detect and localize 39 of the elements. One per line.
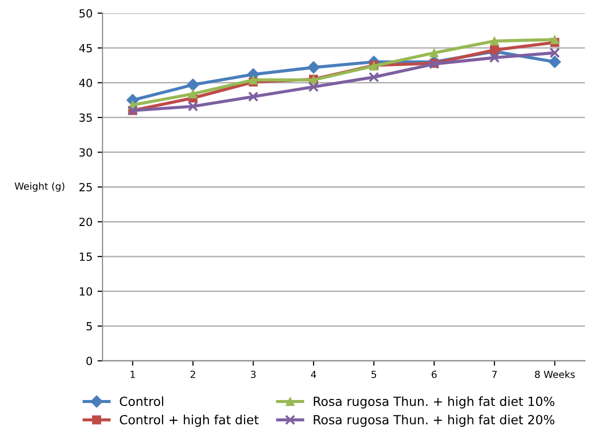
point xyxy=(188,89,198,98)
legend-label: Rosa rugosa Thun. + high fat diet 20% xyxy=(314,414,554,427)
point xyxy=(490,46,499,55)
legend-label: Control + high fat diet xyxy=(120,414,259,427)
x-tick-label: 2 xyxy=(190,370,196,378)
point xyxy=(307,61,320,74)
legend-label: Rosa rugosa Thun. + high fat diet 10% xyxy=(314,396,554,408)
point xyxy=(308,82,319,92)
legend-label: Control xyxy=(120,396,164,406)
y-tick-label: 40 xyxy=(79,78,92,88)
x-tick-label: 1 xyxy=(130,370,135,378)
x-tick-label: 8 Weeks xyxy=(534,370,575,378)
x-tick-label: 4 xyxy=(310,370,316,378)
point xyxy=(489,52,500,63)
y-tick-label: 15 xyxy=(80,252,92,261)
point xyxy=(430,48,439,58)
y-axis-title: Weight (g) xyxy=(14,182,64,192)
point xyxy=(550,48,560,58)
point xyxy=(548,56,561,68)
y-tick-label: 5 xyxy=(86,322,92,330)
y-tick-label: 10 xyxy=(80,287,92,296)
point xyxy=(248,91,258,102)
x-tick-label: 6 xyxy=(432,370,437,378)
y-tick-label: 45 xyxy=(79,44,92,52)
x-tick-label: 3 xyxy=(250,370,256,378)
y-tick-label: 35 xyxy=(79,113,92,122)
x-tick-label: 5 xyxy=(372,370,376,378)
x-tick-label: 7 xyxy=(492,370,497,378)
point xyxy=(550,35,560,44)
y-tick-label: 0 xyxy=(86,356,92,366)
point xyxy=(186,78,200,92)
point xyxy=(490,36,499,46)
point xyxy=(248,75,258,84)
y-tick-label: 25 xyxy=(79,182,92,192)
y-tick-label: 50 xyxy=(80,9,92,18)
y-tick-label: 30 xyxy=(79,148,92,157)
point xyxy=(188,101,198,112)
point xyxy=(368,72,380,82)
y-tick-label: 20 xyxy=(79,218,92,226)
